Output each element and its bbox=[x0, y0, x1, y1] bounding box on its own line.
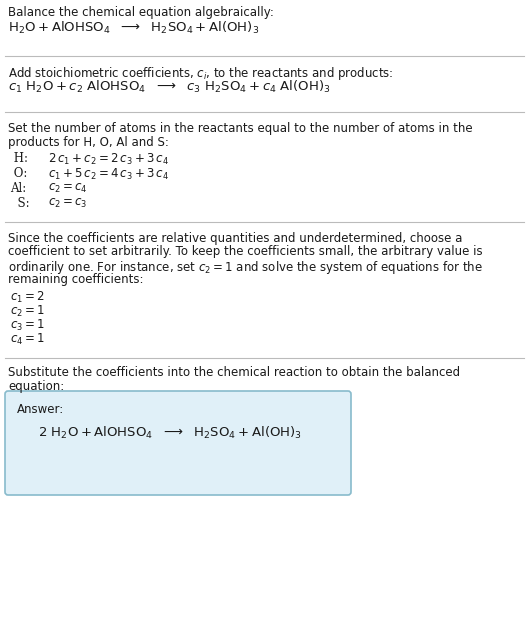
Text: $2\,c_1 + c_2 = 2\,c_3 + 3\,c_4$: $2\,c_1 + c_2 = 2\,c_3 + 3\,c_4$ bbox=[48, 152, 169, 167]
Text: Set the number of atoms in the reactants equal to the number of atoms in the: Set the number of atoms in the reactants… bbox=[8, 122, 472, 135]
Text: Al:: Al: bbox=[10, 182, 26, 195]
Text: $c_4 = 1$: $c_4 = 1$ bbox=[10, 332, 45, 347]
Text: H:: H: bbox=[10, 152, 28, 165]
Text: Substitute the coefficients into the chemical reaction to obtain the balanced: Substitute the coefficients into the che… bbox=[8, 366, 460, 379]
Text: $c_1 = 2$: $c_1 = 2$ bbox=[10, 290, 45, 305]
Text: equation:: equation: bbox=[8, 380, 64, 393]
Text: coefficient to set arbitrarily. To keep the coefficients small, the arbitrary va: coefficient to set arbitrarily. To keep … bbox=[8, 246, 482, 258]
Text: $c_2 = 1$: $c_2 = 1$ bbox=[10, 304, 45, 319]
Text: O:: O: bbox=[10, 167, 28, 180]
Text: $c_2 = c_4$: $c_2 = c_4$ bbox=[48, 182, 88, 195]
Text: $c_1\ \mathrm{H_2O} + c_2\ \mathrm{AlOHSO_4}\ \ \longrightarrow\ \ c_3\ \mathrm{: $c_1\ \mathrm{H_2O} + c_2\ \mathrm{AlOHS… bbox=[8, 79, 331, 95]
Text: $c_3 = 1$: $c_3 = 1$ bbox=[10, 318, 45, 333]
Text: ordinarily one. For instance, set $c_2 = 1$ and solve the system of equations fo: ordinarily one. For instance, set $c_2 =… bbox=[8, 259, 483, 276]
FancyBboxPatch shape bbox=[5, 391, 351, 495]
Text: Since the coefficients are relative quantities and underdetermined, choose a: Since the coefficients are relative quan… bbox=[8, 232, 462, 245]
Text: Add stoichiometric coefficients, $c_i$, to the reactants and products:: Add stoichiometric coefficients, $c_i$, … bbox=[8, 65, 394, 82]
Text: products for H, O, Al and S:: products for H, O, Al and S: bbox=[8, 136, 169, 149]
Text: $c_2 = c_3$: $c_2 = c_3$ bbox=[48, 197, 87, 210]
Text: $c_1 + 5\,c_2 = 4\,c_3 + 3\,c_4$: $c_1 + 5\,c_2 = 4\,c_3 + 3\,c_4$ bbox=[48, 167, 169, 182]
Text: S:: S: bbox=[10, 197, 30, 210]
Text: Answer:: Answer: bbox=[17, 403, 64, 416]
Text: $2\ \mathrm{H_2O + AlOHSO_4\ \ \longrightarrow\ \ H_2SO_4 + Al(OH)_3}$: $2\ \mathrm{H_2O + AlOHSO_4\ \ \longrigh… bbox=[38, 425, 302, 441]
Text: $\mathrm{H_2O + AlOHSO_4 \ \ \longrightarrow \ \ H_2SO_4 + Al(OH)_3}$: $\mathrm{H_2O + AlOHSO_4 \ \ \longrighta… bbox=[8, 20, 259, 36]
Text: remaining coefficients:: remaining coefficients: bbox=[8, 273, 143, 285]
Text: Balance the chemical equation algebraically:: Balance the chemical equation algebraica… bbox=[8, 6, 274, 19]
